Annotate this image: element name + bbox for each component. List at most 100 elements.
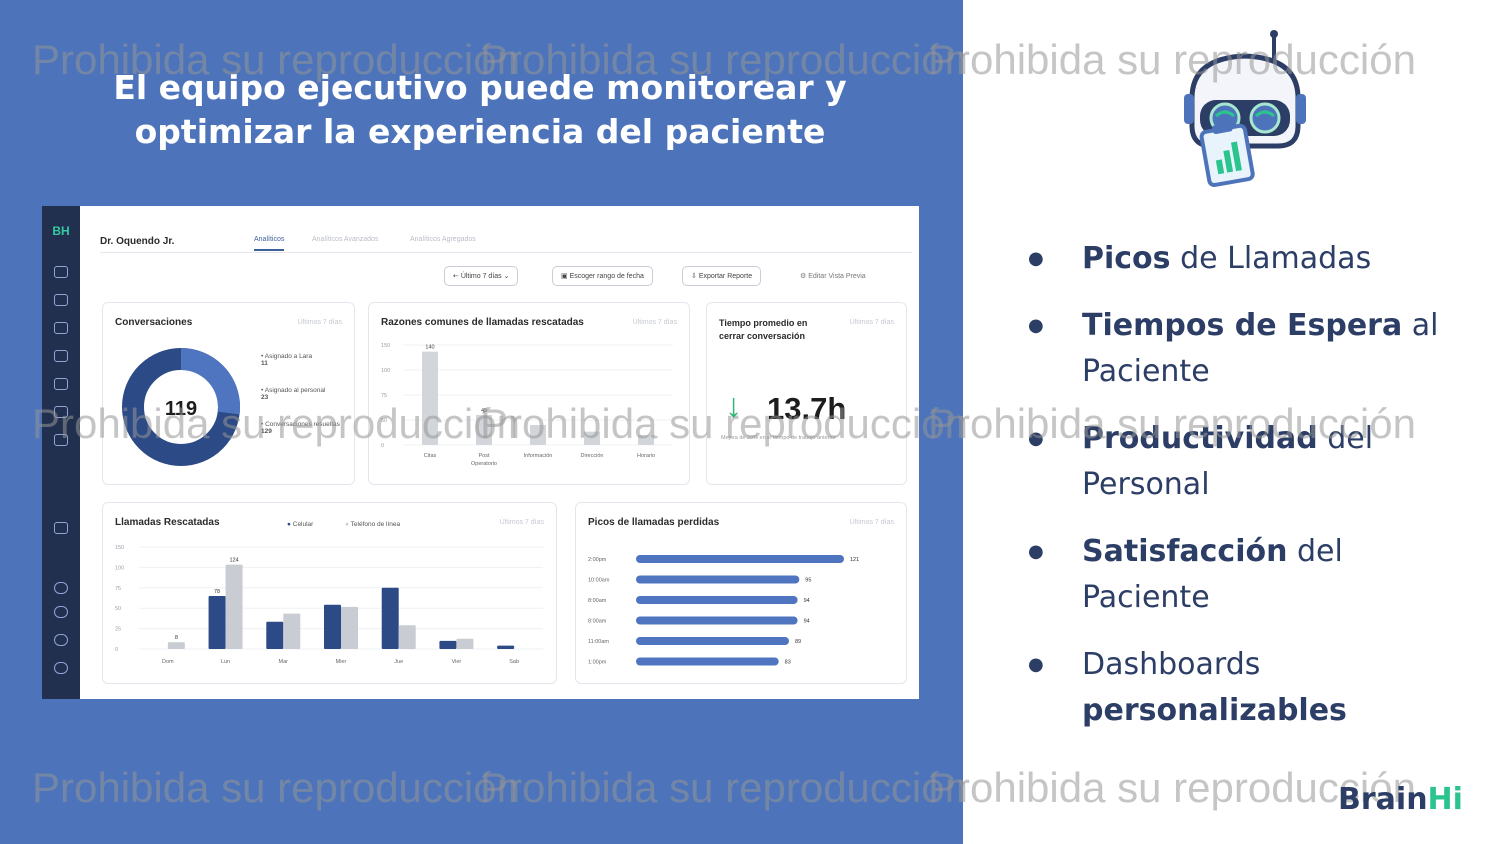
avg-time-title: Tiempo promedio en cerrar conversación — [719, 318, 808, 341]
bar-telefono — [283, 613, 301, 649]
y-tick-label: 8:00am — [588, 619, 607, 625]
x-tick-label: Mier — [336, 659, 347, 665]
y-tick-label: 150 — [381, 343, 390, 349]
legend-telefono: ● Teléfono de línea — [345, 521, 401, 528]
bar-telefono — [167, 642, 185, 649]
donut-total: 119 — [165, 398, 197, 420]
y-tick-label: 150 — [115, 545, 124, 551]
y-tick-label: 100 — [115, 565, 124, 571]
bar-value-label: 94 — [804, 619, 810, 625]
bar — [636, 555, 844, 563]
reasons-bar-chart: 150 100 75 50 0 140 Citas 45 Post Operatorio Infor… — [381, 343, 673, 467]
bar-value-label: 45 — [481, 408, 487, 414]
avg-time-card: Tiempo promedio en cerrar conversación Úl… — [706, 302, 907, 485]
x-tick-label: Lun — [221, 659, 230, 665]
home-icon[interactable] — [54, 266, 68, 278]
range-dropdown[interactable]: ⇠ Último 7 días ⌄ — [444, 266, 519, 286]
avg-time-period: Últimos 7 días — [849, 319, 894, 326]
bar-celular — [439, 640, 457, 649]
bar-celular — [497, 645, 515, 649]
bar-value-label: 121 — [850, 557, 859, 563]
rescued-bar-chart: 150 100 75 50 25 0 8 Dom 78 124 Lun Mar Mier Jue Vier S… — [115, 545, 543, 665]
y-tick-label: 100 — [381, 368, 390, 374]
monitor-icon[interactable] — [54, 294, 68, 306]
bar-value-label: 124 — [229, 558, 238, 564]
dollar-icon[interactable] — [54, 522, 68, 534]
dashboard-screenshot: BH Dr. Oquendo Jr. Analíticos Analíticos… — [42, 206, 919, 699]
expand-icon[interactable] — [54, 582, 68, 594]
bullet-productividad: Productividad del Personal — [1028, 416, 1468, 508]
x-tick-label: Post — [478, 453, 489, 459]
legend-celular: ● Celular — [287, 521, 314, 528]
rescued-title: Llamadas Rescatadas — [115, 517, 220, 528]
send-icon[interactable] — [54, 378, 68, 390]
calendar-icon[interactable] — [54, 322, 68, 334]
y-tick-label: 11:00am — [588, 639, 609, 645]
legend-item-lara: • Asignado a Lara 11 — [261, 353, 313, 367]
y-tick-label: 25 — [115, 627, 121, 633]
bullet-tiempos: Tiempos de Espera al Paciente — [1028, 303, 1468, 395]
conversations-period: Últimos 7 días — [297, 319, 342, 326]
y-tick-label: 50 — [115, 606, 121, 612]
bar — [636, 596, 798, 604]
conversations-title: Conversaciones — [115, 317, 193, 328]
x-tick-label: Citas — [424, 453, 437, 459]
y-tick-label: 75 — [115, 586, 121, 592]
x-tick-label: Horario — [637, 453, 655, 459]
tab-analiticos-agregados[interactable]: Analíticos Agregados — [410, 236, 476, 243]
hourglass-icon[interactable] — [54, 406, 68, 418]
rescued-period: Últimos 7 días — [499, 519, 544, 526]
x-tick-label: Dom — [162, 659, 174, 665]
brainhi-logo: BrainHi — [1338, 782, 1463, 817]
export-report-button[interactable]: ⇩ Exportar Reporte — [682, 266, 762, 286]
tab-analiticos[interactable]: Analíticos — [254, 236, 285, 251]
date-range-button[interactable]: ▣ Escoger rango de fecha — [552, 266, 653, 286]
slide-title: El equipo ejecutivo puede monitorear y o… — [40, 66, 920, 154]
reasons-title: Razones comunes de llamadas rescatadas — [381, 317, 584, 328]
chat-icon[interactable] — [54, 350, 68, 362]
slide-title-line-2: optimizar la experiencia del paciente — [134, 112, 826, 151]
bar — [638, 435, 654, 445]
avg-time-value: 13.7h — [767, 391, 847, 426]
down-arrow-icon: ↓ — [725, 387, 742, 425]
brainhi-rail-logo: BH — [52, 224, 70, 238]
y-tick-label: 10:00am — [588, 578, 610, 584]
x-tick-label: Información — [524, 453, 553, 459]
feature-bullet-list: Picos de Llamadas Tiempos de Espera al P… — [1028, 236, 1468, 755]
y-tick-label: 50 — [381, 418, 387, 424]
settings-icon[interactable] — [54, 634, 68, 646]
edit-preview-button[interactable]: ⚙ Editar Vista Previa — [800, 273, 866, 280]
x-tick-label: Operatorio — [471, 461, 497, 467]
bullet-dashboards: Dashboards personalizables — [1028, 642, 1468, 734]
reasons-card: Razones comunes de llamadas rescatadas Ú… — [368, 302, 690, 485]
percent-icon[interactable] — [54, 434, 68, 446]
bar — [636, 616, 798, 625]
bar — [422, 351, 438, 445]
reasons-period: Últimos 7 días — [632, 319, 677, 326]
tab-analiticos-avanzados[interactable]: Analíticos Avanzados — [312, 236, 379, 243]
x-tick-label: Mar — [279, 659, 289, 665]
x-tick-label: Jue — [394, 659, 403, 665]
tab-divider — [100, 252, 912, 253]
x-tick-label: Dirección — [581, 453, 604, 459]
legend-item-resueltas: • Conversaciones resueltas 129 — [261, 421, 340, 435]
bar — [636, 637, 789, 645]
bar-telefono — [225, 564, 243, 649]
y-tick-label: 75 — [381, 393, 387, 399]
peaks-bar-chart: 2:00pm 121 10:00am 95 8:00am 94 8:00am 94 11:00a… — [588, 555, 859, 666]
bar-value-label: 89 — [795, 639, 801, 645]
legend-item-personal: • Asignado al personal 23 — [261, 387, 326, 401]
bar-value-label: 140 — [425, 345, 434, 351]
bar-telefono — [456, 638, 474, 649]
bar-value-label: 78 — [214, 589, 220, 595]
slide-title-line-1: El equipo ejecutivo puede monitorear y — [113, 68, 847, 107]
profile-avatar-icon[interactable] — [54, 662, 68, 674]
y-tick-label: 0 — [115, 647, 118, 653]
plus-icon[interactable] — [54, 606, 68, 618]
y-tick-label: 1:00pm — [588, 660, 607, 666]
y-tick-label: 8:00am — [588, 598, 607, 604]
dashboard-sidebar: BH — [42, 206, 80, 699]
bullet-picos: Picos de Llamadas — [1028, 236, 1468, 282]
bar — [636, 657, 779, 666]
conversations-card: Conversaciones Últimos 7 días 119 • Asig… — [102, 302, 355, 485]
